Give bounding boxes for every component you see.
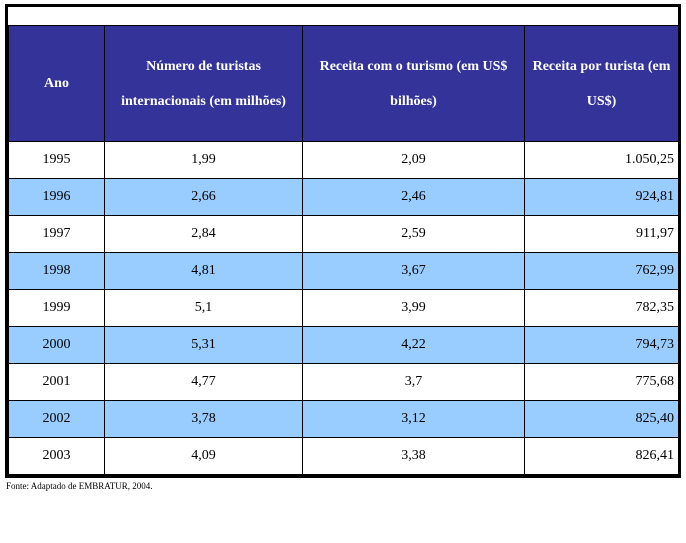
table-row: 20014,773,7775,68 [9,364,679,401]
table-row: 19972,842,59911,97 [9,216,679,253]
cell-per: 782,35 [525,290,679,327]
cell-per: 911,97 [525,216,679,253]
cell-num: 5,31 [105,327,303,364]
cell-year: 1999 [9,290,105,327]
cell-year: 1995 [9,142,105,179]
cell-num: 2,66 [105,179,303,216]
tourism-table-container: Ano Número de turistas internacionais (e… [5,4,681,478]
col-header-per: Receita por turista (em US$) [525,26,679,142]
cell-rec: 2,46 [303,179,525,216]
cell-year: 2001 [9,364,105,401]
cell-num: 1,99 [105,142,303,179]
cell-rec: 3,67 [303,253,525,290]
cell-num: 4,81 [105,253,303,290]
cell-num: 2,84 [105,216,303,253]
cell-rec: 2,09 [303,142,525,179]
cell-rec: 3,99 [303,290,525,327]
cell-year: 2000 [9,327,105,364]
table-row: 19962,662,46924,81 [9,179,679,216]
cell-num: 3,78 [105,401,303,438]
col-header-ano: Ano [9,26,105,142]
table-header-row: Ano Número de turistas internacionais (e… [9,26,679,142]
col-header-num: Número de turistas internacionais (em mi… [105,26,303,142]
table-row: 19995,13,99782,35 [9,290,679,327]
table-footnote: Fonte: Adaptado de EMBRATUR, 2004. [0,478,686,491]
cell-per: 775,68 [525,364,679,401]
cell-rec: 2,59 [303,216,525,253]
cell-num: 5,1 [105,290,303,327]
cell-rec: 3,7 [303,364,525,401]
cell-per: 794,73 [525,327,679,364]
cell-year: 1996 [9,179,105,216]
cell-rec: 4,22 [303,327,525,364]
table-row: 20005,314,22794,73 [9,327,679,364]
cell-per: 924,81 [525,179,679,216]
table-row: 19951,992,091.050,25 [9,142,679,179]
table-top-spacer [8,7,678,25]
table-row: 20023,783,12825,40 [9,401,679,438]
table-row: 20034,093,38826,41 [9,438,679,475]
cell-num: 4,09 [105,438,303,475]
cell-per: 826,41 [525,438,679,475]
table-row: 19984,813,67762,99 [9,253,679,290]
tourism-table: Ano Número de turistas internacionais (e… [8,25,679,475]
cell-rec: 3,38 [303,438,525,475]
cell-rec: 3,12 [303,401,525,438]
cell-per: 1.050,25 [525,142,679,179]
cell-num: 4,77 [105,364,303,401]
cell-year: 2002 [9,401,105,438]
cell-year: 1998 [9,253,105,290]
cell-per: 825,40 [525,401,679,438]
cell-year: 2003 [9,438,105,475]
cell-per: 762,99 [525,253,679,290]
cell-year: 1997 [9,216,105,253]
col-header-rec: Receita com o turismo (em US$ bilhões) [303,26,525,142]
table-body: 19951,992,091.050,2519962,662,46924,8119… [9,142,679,475]
